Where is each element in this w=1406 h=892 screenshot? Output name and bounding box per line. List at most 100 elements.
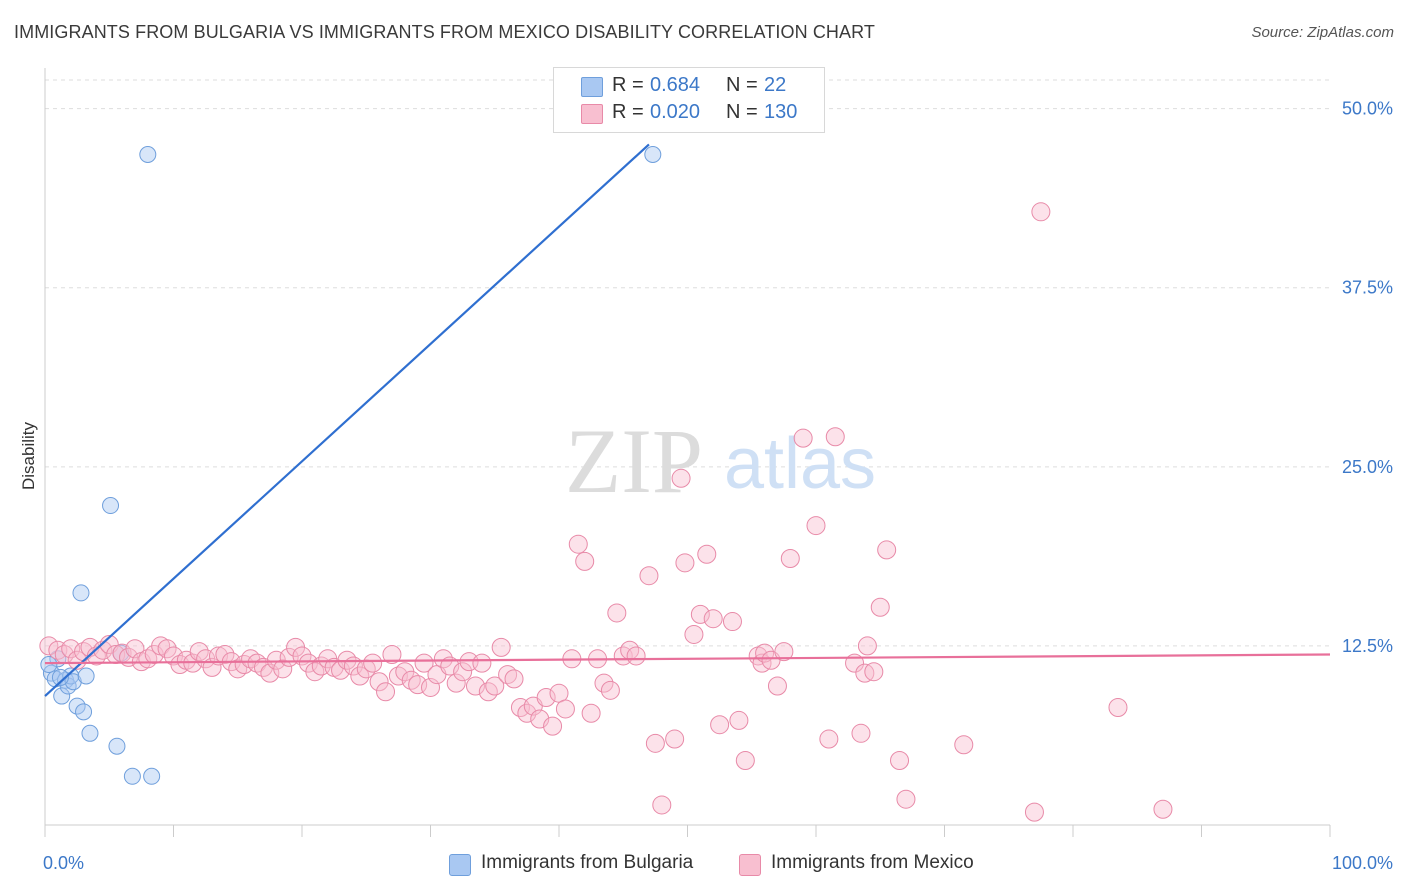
data-point	[581, 703, 601, 723]
data-point	[408, 675, 428, 695]
data-point	[51, 668, 69, 686]
data-point	[350, 666, 370, 686]
data-point	[607, 603, 627, 623]
bottom-legend-swatch-bulgaria	[449, 854, 471, 876]
tick-labels: 12.5% 25.0% 37.5% 50.0% 0.0% 100.0%	[43, 99, 1393, 873]
data-point	[446, 673, 466, 693]
data-point	[75, 703, 93, 721]
legend: R = 0.684 N = 22 R = 0.020 N = 130	[553, 67, 825, 133]
data-point	[896, 789, 916, 809]
data-point	[472, 653, 492, 673]
legend-r-label: R =	[612, 74, 644, 96]
data-point	[864, 662, 884, 682]
x-tick-label: 100.0%	[1332, 853, 1393, 873]
data-point	[39, 636, 59, 656]
data-point	[665, 729, 685, 749]
legend-swatch-bulgaria	[581, 77, 603, 97]
y-tick-label: 50.0%	[1342, 99, 1393, 119]
data-point	[543, 716, 563, 736]
data-point	[555, 699, 575, 719]
data-point	[40, 656, 58, 674]
data-point	[735, 751, 755, 771]
data-point	[491, 637, 511, 657]
data-point	[877, 540, 897, 560]
data-point	[954, 735, 974, 755]
data-point	[77, 667, 95, 685]
data-point	[273, 659, 293, 679]
data-point	[363, 653, 383, 673]
mexico-points	[39, 202, 1173, 822]
data-point	[684, 624, 704, 644]
y-tick-label: 25.0%	[1342, 457, 1393, 477]
data-point	[53, 687, 71, 705]
bottom-legend-label-mexico: Immigrants from Mexico	[771, 852, 974, 873]
data-point	[139, 146, 157, 163]
data-point	[68, 697, 86, 715]
data-point	[189, 642, 209, 662]
chart-title: IMMIGRANTS FROM BULGARIA VS IMMIGRANTS F…	[14, 22, 875, 42]
data-point	[780, 549, 800, 569]
data-point	[376, 682, 396, 702]
data-point	[504, 669, 524, 689]
x-tick-label: 0.0%	[43, 853, 84, 873]
data-point	[81, 724, 99, 742]
legend-n-label: N =	[726, 74, 758, 96]
data-point	[857, 636, 877, 656]
data-point	[72, 584, 90, 602]
data-point	[890, 751, 910, 771]
legend-r-value: 0.684	[650, 74, 701, 96]
data-point	[594, 673, 614, 693]
data-point	[1024, 802, 1044, 822]
data-point	[710, 715, 730, 735]
y-tick-label: 12.5%	[1342, 636, 1393, 656]
bottom-legend-label-bulgaria: Immigrants from Bulgaria	[481, 852, 694, 873]
data-point	[485, 676, 505, 696]
data-point	[1108, 698, 1128, 718]
data-point	[703, 609, 723, 629]
data-point	[675, 553, 695, 573]
data-point	[645, 733, 665, 753]
legend-r-value: 0.020	[650, 101, 701, 123]
source-label: Source: ZipAtlas.com	[1251, 24, 1394, 41]
data-point	[729, 710, 749, 730]
data-point	[414, 653, 434, 673]
data-point	[767, 676, 787, 696]
data-point	[851, 723, 871, 743]
data-point	[690, 604, 710, 624]
data-point	[600, 680, 620, 700]
legend-n-value: 22	[764, 74, 787, 96]
legend-n-label: N =	[726, 101, 758, 123]
bulgaria-points	[40, 146, 662, 785]
trend-lines	[44, 143, 1331, 697]
data-point	[215, 645, 235, 665]
data-point	[1031, 202, 1051, 222]
data-point	[102, 497, 120, 515]
data-point	[722, 612, 742, 632]
data-point	[123, 767, 141, 785]
y-axis-label: Disability	[19, 421, 38, 490]
data-point	[453, 662, 473, 682]
bulgaria-trend-line	[44, 143, 650, 697]
data-point	[433, 649, 453, 669]
data-point	[806, 516, 826, 536]
data-point	[671, 468, 691, 488]
bottom-legend-swatch-mexico	[739, 854, 761, 876]
data-point	[61, 639, 81, 659]
data-point	[108, 737, 126, 755]
data-point	[870, 597, 890, 617]
data-point	[382, 645, 402, 665]
data-point	[644, 146, 662, 163]
data-point	[517, 703, 537, 723]
axes	[44, 68, 1331, 837]
data-point	[369, 672, 389, 692]
data-point	[652, 795, 672, 815]
watermark-atlas: atlas	[724, 424, 876, 504]
data-point	[208, 646, 228, 666]
legend-r-label: R =	[612, 101, 644, 123]
data-point	[536, 687, 556, 707]
data-point	[465, 676, 485, 696]
data-point	[1153, 799, 1173, 819]
data-point	[575, 551, 595, 571]
legend-swatch-mexico	[581, 104, 603, 124]
